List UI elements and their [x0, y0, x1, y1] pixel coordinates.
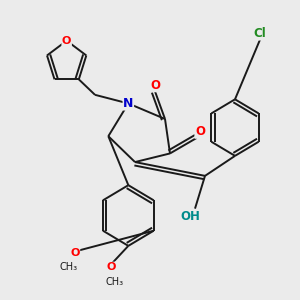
Text: OH: OH: [180, 210, 200, 223]
Text: Cl: Cl: [254, 27, 266, 40]
Text: O: O: [107, 262, 116, 272]
Text: N: N: [123, 97, 134, 110]
Text: O: O: [150, 79, 160, 92]
Text: O: O: [70, 248, 80, 258]
Text: O: O: [195, 125, 205, 138]
Text: O: O: [62, 36, 71, 46]
Text: CH₃: CH₃: [106, 277, 124, 287]
Text: CH₃: CH₃: [59, 262, 77, 272]
